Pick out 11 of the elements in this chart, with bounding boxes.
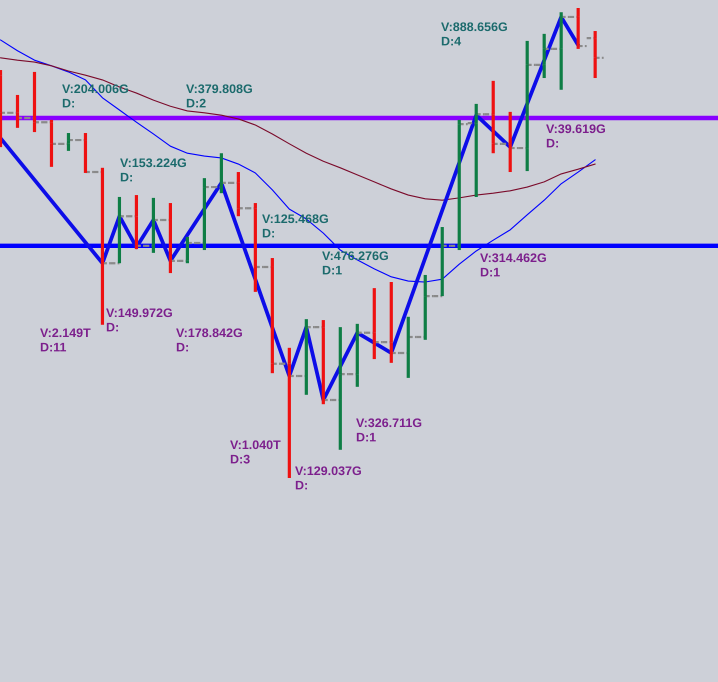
annotation: V:1.040T D:3 [230,440,281,464]
annotation: V:326.711G D:1 [356,418,422,442]
annotation: V:39.619G D: [546,124,605,148]
annotation: V:153.224G D: [120,158,186,182]
annotation: V:314.462G D:1 [480,253,546,276]
annotation: V:888.656G D:4 [441,22,507,46]
annotation: V:2.149T D:11 [40,328,91,352]
annotation: V:149.972G D: [106,308,172,332]
annotation: V:178.842G D: [176,328,242,352]
annotation: V:379.808G D:2 [186,84,252,108]
annotation: V:129.037G D: [295,466,361,490]
